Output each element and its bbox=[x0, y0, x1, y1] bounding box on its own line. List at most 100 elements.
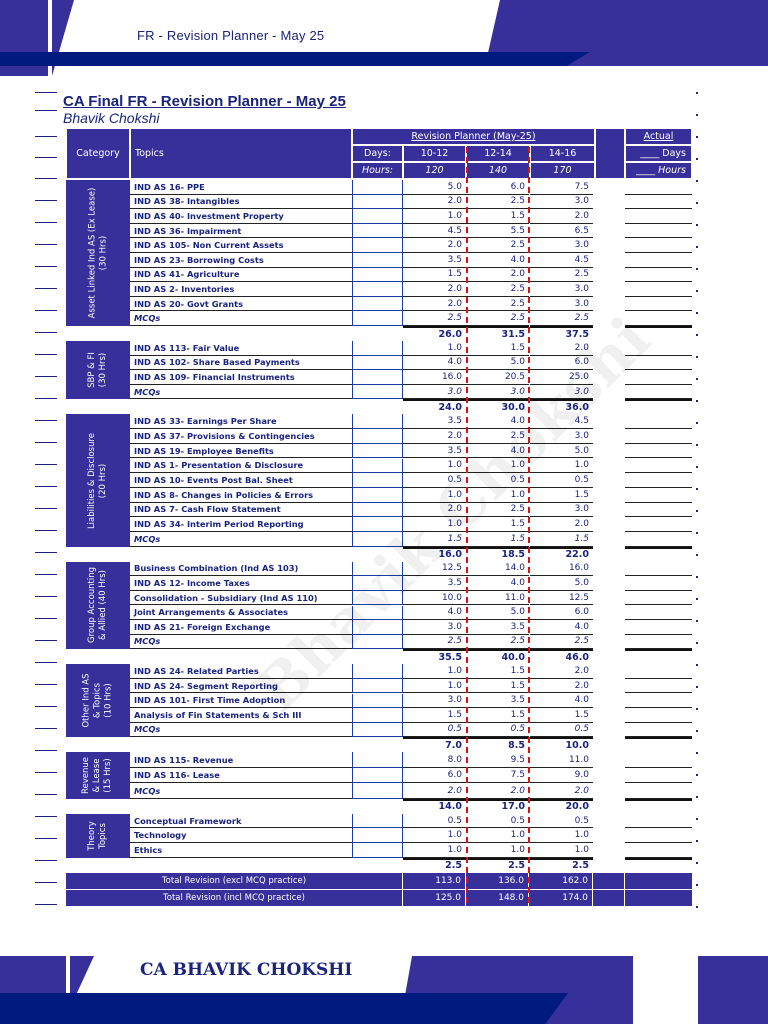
section-total-row: 7.0 8.5 10.0 bbox=[66, 737, 692, 751]
hours-input[interactable] bbox=[352, 209, 403, 224]
hours-input[interactable] bbox=[352, 517, 403, 532]
hours-input[interactable] bbox=[352, 722, 403, 738]
actual-hours-cell[interactable] bbox=[625, 828, 692, 843]
hours-input[interactable] bbox=[352, 194, 403, 210]
hours-input[interactable] bbox=[352, 311, 403, 326]
actual-hours-cell[interactable] bbox=[625, 708, 692, 723]
hours-input[interactable] bbox=[352, 767, 403, 784]
actual-hours-cell[interactable] bbox=[625, 195, 692, 210]
hours-input[interactable] bbox=[352, 296, 403, 312]
margin-line bbox=[35, 728, 57, 729]
hours-input[interactable] bbox=[352, 561, 403, 577]
actual-hours-cell[interactable] bbox=[625, 341, 692, 356]
actual-hours-cell[interactable] bbox=[625, 517, 692, 532]
actual-hours-cell[interactable] bbox=[625, 532, 692, 547]
hours-input[interactable] bbox=[352, 605, 403, 621]
actual-hours-cell[interactable] bbox=[625, 664, 692, 679]
actual-hours-cell[interactable] bbox=[625, 562, 692, 577]
hours-input[interactable] bbox=[352, 783, 403, 799]
actual-hours-cell[interactable] bbox=[625, 385, 692, 400]
hours-input[interactable] bbox=[352, 223, 403, 239]
actual-hours-cell[interactable] bbox=[625, 814, 692, 829]
hours-input[interactable] bbox=[352, 370, 403, 385]
planned-hours-1: 3.5 bbox=[403, 414, 466, 430]
planned-hours-1: 3.0 bbox=[403, 694, 466, 709]
actual-total-cell[interactable] bbox=[625, 737, 692, 751]
section-total-3: 22.0 bbox=[530, 546, 593, 561]
actual-total-cell[interactable] bbox=[625, 326, 692, 340]
actual-hours-cell[interactable] bbox=[625, 282, 692, 297]
hours-input[interactable] bbox=[352, 590, 403, 606]
hours-input[interactable] bbox=[352, 384, 403, 400]
actual-total-cell[interactable] bbox=[625, 546, 692, 561]
hours-input[interactable] bbox=[352, 752, 403, 768]
actual-hours-cell[interactable] bbox=[625, 606, 692, 621]
margin-line bbox=[35, 838, 57, 839]
actual-hours-cell[interactable] bbox=[625, 297, 692, 312]
actual-hours-cell[interactable] bbox=[625, 268, 692, 283]
hours-input[interactable] bbox=[352, 458, 403, 474]
actual-hours-cell[interactable] bbox=[625, 414, 692, 430]
actual-total-cell[interactable] bbox=[625, 857, 692, 872]
hours-input[interactable] bbox=[352, 487, 403, 503]
hours-input[interactable] bbox=[352, 576, 403, 591]
hours-input[interactable] bbox=[352, 664, 403, 679]
actual-hours-cell[interactable] bbox=[625, 209, 692, 224]
hours-input[interactable] bbox=[352, 238, 403, 253]
hours-input[interactable] bbox=[352, 414, 403, 430]
hours-input[interactable] bbox=[352, 634, 403, 650]
actual-hours-cell[interactable] bbox=[625, 488, 692, 503]
actual-hours-cell[interactable] bbox=[625, 694, 692, 709]
hours-input[interactable] bbox=[352, 620, 403, 635]
actual-hours-cell[interactable] bbox=[625, 356, 692, 371]
planned-hours-3: 0.5 bbox=[530, 723, 593, 738]
actual-hours-cell[interactable] bbox=[625, 473, 692, 488]
topic-label: IND AS 102- Share Based Payments bbox=[130, 356, 352, 371]
actual-hours-cell[interactable] bbox=[625, 238, 692, 253]
actual-hours-cell[interactable] bbox=[625, 783, 692, 799]
actual-hours-cell[interactable] bbox=[625, 752, 692, 768]
grand-total-3: 174.0 bbox=[530, 890, 593, 906]
actual-hours-cell[interactable] bbox=[625, 370, 692, 385]
actual-hours-cell[interactable] bbox=[625, 768, 692, 784]
hours-input[interactable] bbox=[352, 355, 403, 371]
hours-input[interactable] bbox=[352, 843, 403, 858]
hours-input[interactable] bbox=[352, 813, 403, 829]
actual-hours-cell[interactable] bbox=[625, 591, 692, 606]
hours-input[interactable] bbox=[352, 828, 403, 843]
hours-input[interactable] bbox=[352, 429, 403, 444]
actual-hours-cell[interactable] bbox=[625, 620, 692, 635]
actual-total-cell[interactable] bbox=[625, 399, 692, 413]
hours-input[interactable] bbox=[352, 443, 403, 459]
hours-input[interactable] bbox=[352, 282, 403, 297]
actual-hours-cell[interactable] bbox=[625, 459, 692, 474]
actual-hours-cell[interactable] bbox=[625, 503, 692, 518]
hours-input[interactable] bbox=[352, 267, 403, 283]
hours-input[interactable] bbox=[352, 693, 403, 709]
actual-hours-cell[interactable] bbox=[625, 311, 692, 326]
actual-hours-cell[interactable] bbox=[625, 429, 692, 444]
actual-hours-cell[interactable] bbox=[625, 576, 692, 591]
hours-input[interactable] bbox=[352, 532, 403, 547]
actual-hours-cell[interactable] bbox=[625, 180, 692, 195]
actual-total-cell[interactable] bbox=[625, 798, 692, 813]
planned-hours-1: 3.0 bbox=[403, 620, 466, 635]
planned-hours-1: 4.5 bbox=[403, 224, 466, 239]
margin-dot bbox=[696, 752, 698, 754]
actual-hours-cell[interactable] bbox=[625, 253, 692, 268]
actual-hours-cell[interactable] bbox=[625, 843, 692, 858]
hours-input[interactable] bbox=[352, 473, 403, 488]
hours-input[interactable] bbox=[352, 708, 403, 723]
hours-input[interactable] bbox=[352, 253, 403, 268]
actual-hours-cell[interactable] bbox=[625, 444, 692, 459]
actual-hours-cell[interactable] bbox=[625, 224, 692, 239]
hours-input[interactable] bbox=[352, 180, 403, 195]
planned-hours-1: 3.5 bbox=[403, 253, 466, 268]
hours-input[interactable] bbox=[352, 341, 403, 356]
hours-input[interactable] bbox=[352, 502, 403, 518]
actual-total-cell[interactable] bbox=[625, 649, 692, 663]
hours-input[interactable] bbox=[352, 678, 403, 694]
actual-hours-cell[interactable] bbox=[625, 723, 692, 738]
actual-hours-cell[interactable] bbox=[625, 679, 692, 694]
actual-hours-cell[interactable] bbox=[625, 635, 692, 650]
